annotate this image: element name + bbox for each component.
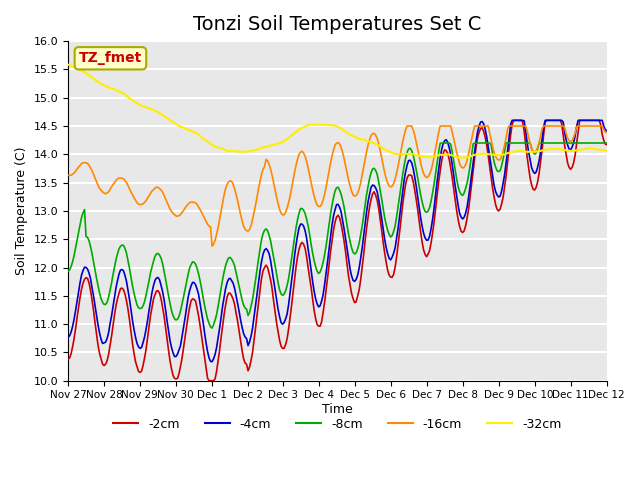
X-axis label: Time: Time — [322, 403, 353, 416]
Title: Tonzi Soil Temperatures Set C: Tonzi Soil Temperatures Set C — [193, 15, 481, 34]
Text: TZ_fmet: TZ_fmet — [79, 51, 142, 65]
Legend: -2cm, -4cm, -8cm, -16cm, -32cm: -2cm, -4cm, -8cm, -16cm, -32cm — [108, 413, 566, 436]
Y-axis label: Soil Temperature (C): Soil Temperature (C) — [15, 147, 28, 275]
